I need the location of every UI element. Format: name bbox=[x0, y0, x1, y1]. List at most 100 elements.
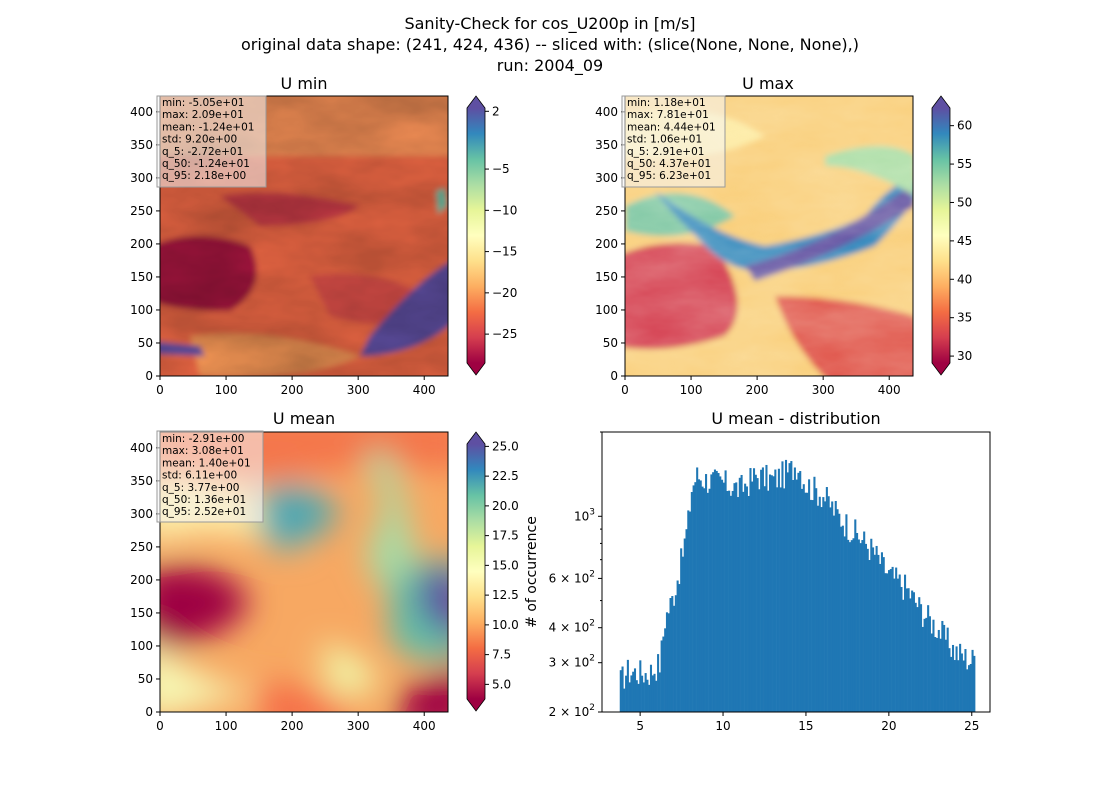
y-tick-times: × 10 bbox=[556, 705, 589, 719]
x-tick-label: 400 bbox=[413, 719, 436, 733]
histogram-bar bbox=[671, 596, 674, 712]
histogram-bar bbox=[959, 643, 962, 712]
histogram-bar bbox=[941, 620, 944, 712]
colorbar-outline bbox=[466, 95, 486, 376]
histogram-bar bbox=[829, 507, 832, 712]
histogram-bar bbox=[802, 484, 805, 712]
histogram-bar bbox=[657, 654, 660, 712]
x-tick-label: 20 bbox=[881, 719, 896, 733]
histogram-bar bbox=[721, 479, 724, 712]
x-tick-label: 300 bbox=[347, 383, 370, 397]
y-tick-times: × 10 bbox=[556, 656, 589, 670]
colorbar-tick-label: −20 bbox=[492, 286, 517, 300]
y-tick-exponent: 2 bbox=[589, 654, 595, 664]
histogram-bar bbox=[655, 680, 658, 712]
panel-u-mean: U mean 0 100 200 300 400 0 50 100 150 200 250 300 35… bbox=[130, 409, 519, 733]
histogram-bar bbox=[827, 496, 830, 712]
y-tick-mantissa: 6 bbox=[549, 571, 557, 585]
heatmap-u-min bbox=[160, 96, 448, 376]
x-tick-label: 0 bbox=[621, 383, 629, 397]
colorbar-outline bbox=[466, 431, 486, 712]
histogram-bar bbox=[808, 479, 811, 712]
histogram-bar bbox=[904, 574, 907, 712]
histogram-bar bbox=[706, 492, 709, 712]
histogram-bar bbox=[969, 663, 972, 712]
histogram-bar bbox=[804, 492, 807, 712]
histogram-bar bbox=[916, 607, 919, 712]
y-tick-exponent: 2 bbox=[589, 619, 595, 629]
y-tick-mantissa: 4 bbox=[549, 621, 557, 635]
histogram-bar bbox=[957, 660, 960, 712]
histogram-bar bbox=[781, 461, 784, 712]
histogram-bar bbox=[665, 612, 669, 712]
histogram-bar bbox=[685, 529, 688, 712]
histogram-bar bbox=[742, 491, 745, 712]
y-tick-label: 300 bbox=[130, 171, 153, 185]
stats-line: q_5: 3.77e+00 bbox=[162, 482, 239, 494]
colorbar-extend-top bbox=[467, 96, 485, 108]
y-tick-exponent: 3 bbox=[589, 507, 595, 517]
y-tick-label: 150 bbox=[130, 606, 153, 620]
histogram-bar bbox=[646, 679, 649, 712]
histogram-bar bbox=[816, 505, 820, 712]
histogram-bar bbox=[689, 511, 692, 712]
colorbar-tick-label: −25 bbox=[492, 327, 517, 341]
histogram-bar bbox=[696, 467, 699, 712]
histogram-bar bbox=[861, 540, 864, 712]
histogram-bar bbox=[928, 616, 931, 712]
histogram-bar bbox=[882, 557, 885, 712]
y-tick-mantissa: 2 bbox=[549, 705, 557, 719]
histogram-bar bbox=[653, 673, 656, 712]
histogram-bar bbox=[884, 573, 887, 712]
histogram-bar bbox=[690, 492, 693, 712]
histogram-bar bbox=[673, 605, 676, 712]
figure-title-line-1: Sanity-Check for cos_U200p in [m/s] bbox=[404, 14, 695, 34]
histogram-bar bbox=[902, 599, 905, 712]
y-tick-label: 150 bbox=[595, 270, 618, 284]
histogram-bar bbox=[859, 543, 862, 712]
histogram-bar bbox=[967, 665, 971, 712]
histogram-bar bbox=[669, 598, 672, 712]
histogram-bar bbox=[708, 488, 711, 712]
y-tick-label: 6 × 102 bbox=[549, 569, 595, 585]
histogram-bar bbox=[875, 545, 878, 712]
colorbar-tick-label: 50 bbox=[957, 195, 972, 209]
histogram-bar bbox=[797, 472, 800, 712]
histogram-bar bbox=[726, 490, 729, 712]
y-tick-exponent: 2 bbox=[589, 569, 595, 579]
histogram-bar bbox=[873, 554, 876, 712]
histogram-bar bbox=[888, 570, 891, 712]
stats-line: mean: 4.44e+01 bbox=[627, 121, 716, 133]
histogram-bar bbox=[651, 675, 654, 712]
y-tick-label: 50 bbox=[603, 336, 618, 350]
histogram-bar bbox=[921, 626, 924, 712]
histogram-bar bbox=[733, 483, 736, 712]
x-tick-label: 100 bbox=[680, 383, 703, 397]
y-tick-label: 0 bbox=[145, 705, 153, 719]
colorbar-extend-top bbox=[932, 96, 950, 108]
histogram-bar bbox=[649, 664, 653, 712]
histogram-bar bbox=[905, 588, 908, 712]
histogram-bar bbox=[966, 669, 969, 712]
histogram-bar bbox=[626, 659, 629, 712]
histogram-bar bbox=[930, 633, 933, 712]
histogram-bar bbox=[813, 476, 816, 712]
stats-line: q_50: 1.36e+01 bbox=[162, 494, 246, 506]
histogram-bar bbox=[806, 492, 809, 712]
histogram-bar bbox=[854, 519, 857, 712]
histogram-bar bbox=[697, 479, 700, 712]
histogram-bar bbox=[621, 666, 624, 712]
x-tick-label: 100 bbox=[215, 719, 238, 733]
colorbar-tick-label: 30 bbox=[957, 349, 972, 363]
histogram-bar bbox=[868, 560, 871, 712]
histogram-bar bbox=[824, 501, 827, 712]
histogram-bar bbox=[642, 682, 645, 712]
histogram-bar bbox=[870, 538, 873, 712]
panel-title-u-min: U min bbox=[281, 74, 328, 93]
y-tick-label: 400 bbox=[595, 105, 618, 119]
x-tick-label: 200 bbox=[746, 383, 769, 397]
stats-line: min: -2.91e+00 bbox=[162, 433, 244, 445]
histogram-bar bbox=[960, 653, 963, 712]
stats-line: std: 9.20e+00 bbox=[162, 134, 237, 146]
